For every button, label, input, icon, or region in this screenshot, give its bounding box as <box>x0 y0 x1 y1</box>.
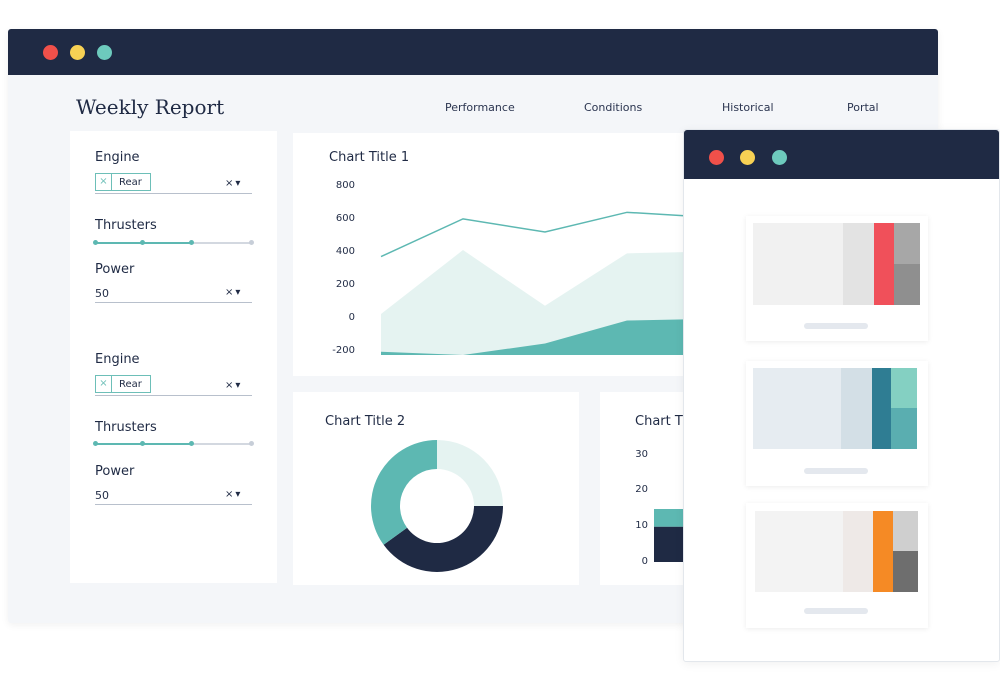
donut-slice <box>371 440 437 545</box>
nav-performance[interactable]: Performance <box>445 101 515 114</box>
minimize-window-dot[interactable] <box>70 45 85 60</box>
area-series <box>381 318 709 355</box>
nav-portal[interactable]: Portal <box>847 101 879 114</box>
preview-segment <box>893 551 918 592</box>
thrusters-slider-end[interactable] <box>249 240 254 245</box>
side-window <box>683 129 1000 662</box>
y-tick-label: 0 <box>348 312 355 323</box>
chart-title: Chart Title 1 <box>329 150 410 165</box>
preview-caption-placeholder <box>804 323 868 329</box>
thrusters-slider-knob[interactable] <box>93 441 98 446</box>
engine-chip-label: Rear <box>119 378 142 390</box>
y-tick-label: 20 <box>635 484 648 495</box>
y-tick-label: 400 <box>335 246 355 257</box>
preview-segment <box>755 511 843 592</box>
power-select-controls[interactable]: ×▾ <box>225 489 243 500</box>
thrusters-slider[interactable] <box>93 240 254 245</box>
filter-panel: Engine × Rear ×▾ Thrusters Power 50 ×▾ E… <box>70 131 277 583</box>
close-window-dot[interactable] <box>709 150 724 165</box>
preview-segment <box>873 511 893 592</box>
thrusters-slider[interactable] <box>93 441 254 446</box>
power-select-controls[interactable]: ×▾ <box>225 287 243 298</box>
maximize-window-dot[interactable] <box>97 45 112 60</box>
engine-select-underline <box>95 395 252 396</box>
preview-segment <box>874 223 894 305</box>
preview-caption-placeholder <box>804 468 868 474</box>
chart-2-card: Chart Title 2 <box>293 392 579 585</box>
y-tick-label: 10 <box>635 520 648 531</box>
thrusters-slider-knob[interactable] <box>93 240 98 245</box>
power-select-underline <box>95 302 252 303</box>
chip-remove-icon[interactable]: × <box>96 376 112 392</box>
thrusters-label: Thrusters <box>95 420 157 435</box>
engine-chip-label: Rear <box>119 176 142 188</box>
y-tick-label: 200 <box>335 279 355 290</box>
y-tick-label: 30 <box>635 449 648 460</box>
preview-card[interactable] <box>746 216 928 341</box>
close-window-dot[interactable] <box>43 45 58 60</box>
y-tick-label: 0 <box>641 556 648 567</box>
thrusters-slider-end[interactable] <box>249 441 254 446</box>
line-area-chart <box>380 211 710 355</box>
minimize-window-dot[interactable] <box>740 150 755 165</box>
thrusters-slider-knob[interactable] <box>189 441 194 446</box>
chart-title: Chart T <box>635 414 683 429</box>
preview-card[interactable] <box>746 503 928 628</box>
preview-segment <box>891 408 917 449</box>
preview-segment <box>753 368 841 449</box>
nav-historical[interactable]: Historical <box>722 101 774 114</box>
y-tick-label: 600 <box>335 213 355 224</box>
power-select-underline <box>95 504 252 505</box>
preview-segment <box>894 223 920 264</box>
nav-conditions[interactable]: Conditions <box>584 101 643 114</box>
side-window-titlebar <box>684 130 999 179</box>
preview-segment <box>891 368 917 408</box>
preview-segment <box>843 223 874 305</box>
donut-chart <box>371 440 503 572</box>
engine-chip[interactable]: × Rear <box>95 375 151 393</box>
engine-label: Engine <box>95 150 140 165</box>
chip-remove-icon[interactable]: × <box>96 174 112 190</box>
preview-segment <box>843 511 873 592</box>
engine-chip[interactable]: × Rear <box>95 173 151 191</box>
engine-select-underline <box>95 193 252 194</box>
engine-select-controls[interactable]: ×▾ <box>225 178 243 189</box>
thrusters-slider-knob[interactable] <box>140 240 145 245</box>
engine-select-controls[interactable]: ×▾ <box>225 380 243 391</box>
thrusters-slider-knob[interactable] <box>140 441 145 446</box>
y-tick-label: -200 <box>332 345 355 356</box>
engine-label: Engine <box>95 352 140 367</box>
window-titlebar <box>8 29 938 75</box>
power-value[interactable]: 50 <box>95 489 109 502</box>
preview-segment <box>841 368 872 449</box>
chart-title: Chart Title 2 <box>325 414 406 429</box>
line-series <box>380 211 710 258</box>
power-label: Power <box>95 262 135 277</box>
y-tick-label: 800 <box>335 180 355 191</box>
thrusters-label: Thrusters <box>95 218 157 233</box>
preview-caption-placeholder <box>804 608 868 614</box>
preview-segment <box>893 511 918 551</box>
preview-segment <box>872 368 891 449</box>
page-title: Weekly Report <box>76 95 225 119</box>
maximize-window-dot[interactable] <box>772 150 787 165</box>
power-label: Power <box>95 464 135 479</box>
preview-segment <box>894 264 920 305</box>
power-value[interactable]: 50 <box>95 287 109 300</box>
preview-segment <box>753 223 843 305</box>
preview-card[interactable] <box>746 361 928 486</box>
thrusters-slider-knob[interactable] <box>189 240 194 245</box>
donut-slice <box>437 440 503 506</box>
donut-slice <box>383 506 503 572</box>
